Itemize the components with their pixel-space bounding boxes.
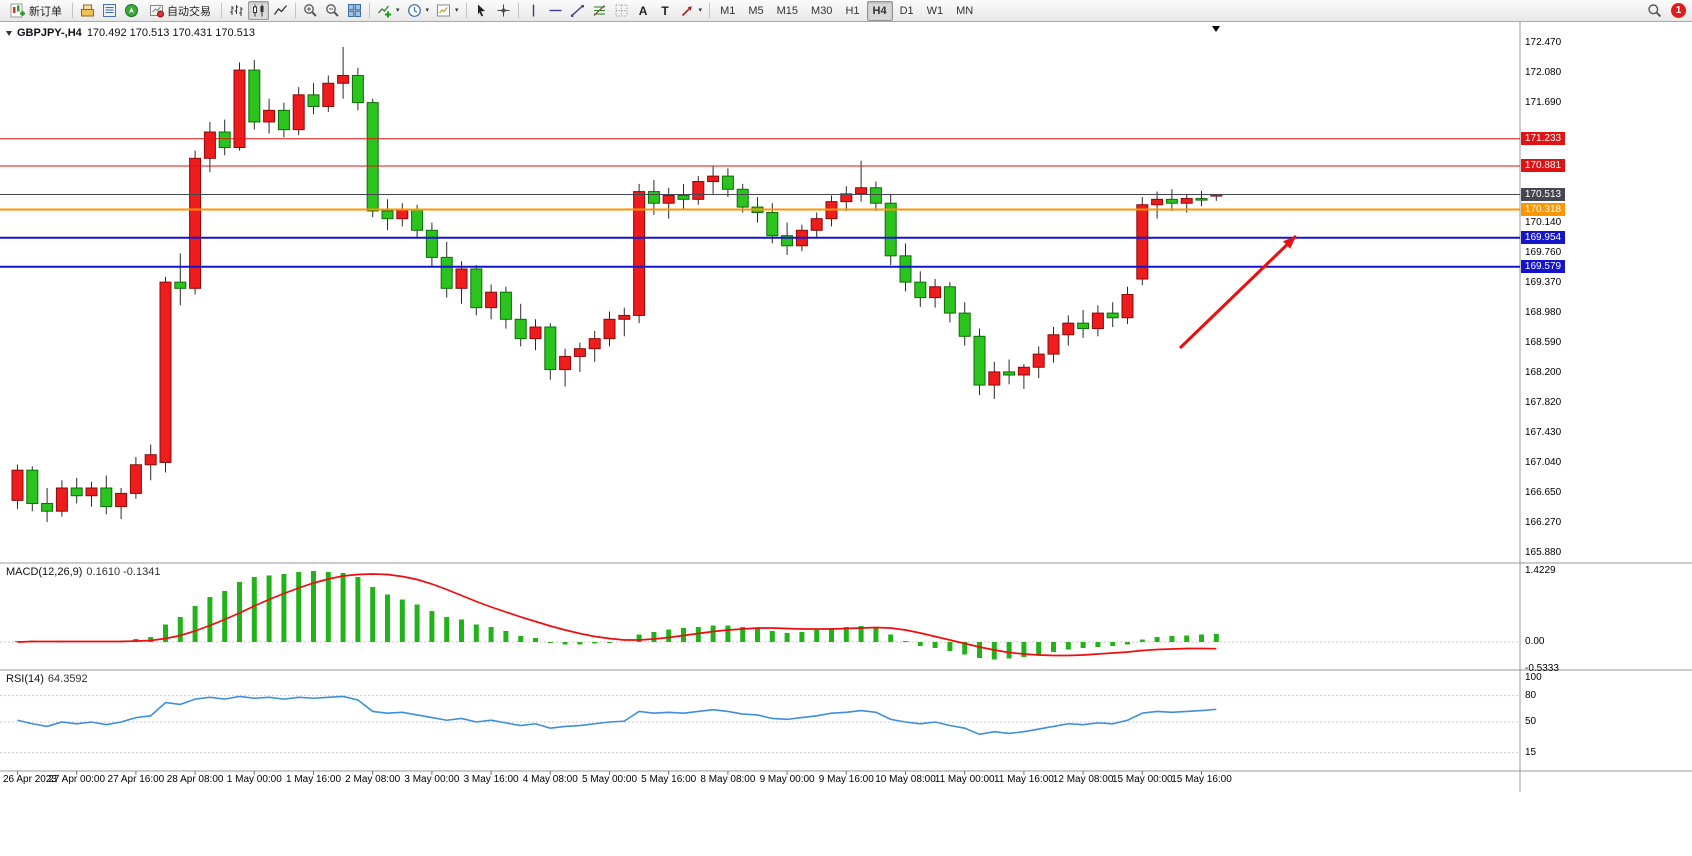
- shapes-dropdown-button[interactable]: ▾: [677, 1, 706, 20]
- text-tool-icon: A: [638, 3, 648, 18]
- cursor-button[interactable]: [471, 1, 492, 20]
- navigator-button[interactable]: [121, 1, 142, 20]
- candlestick-chart-button[interactable]: [248, 1, 269, 20]
- toolbar-separator: [465, 3, 467, 18]
- timeframe-m15[interactable]: M15: [776, 4, 799, 17]
- trend-arrow-annotation[interactable]: [1178, 234, 1298, 350]
- timeframe-d1[interactable]: D1: [899, 4, 914, 17]
- label-tool-button[interactable]: T: [655, 1, 676, 20]
- trendline-icon: [570, 5, 584, 17]
- templates-button[interactable]: ▾: [433, 1, 462, 20]
- rsi-value: 64.3592: [47, 673, 88, 685]
- label-tool-icon: T: [661, 3, 669, 18]
- macd-layer: [15, 571, 1219, 660]
- toolbar-separator: [72, 3, 73, 18]
- timeframe-h4[interactable]: H4: [866, 0, 893, 21]
- grid-button[interactable]: [611, 1, 632, 20]
- timeframe-w1[interactable]: W1: [926, 4, 944, 17]
- new-order-button[interactable]: 新订单: [4, 1, 68, 20]
- horizontal-line-button[interactable]: [545, 1, 566, 20]
- chart-area[interactable]: 172.470 172.080 171.690 170.140 169.760 169.3…: [0, 22, 1692, 856]
- zoom-out-button[interactable]: [322, 1, 343, 20]
- indicators-icon: [378, 5, 391, 18]
- crosshair-button[interactable]: [493, 1, 514, 20]
- timeframe-m30[interactable]: M30: [811, 4, 833, 17]
- vertical-line-icon: [532, 4, 534, 17]
- vertical-line-button[interactable]: [523, 1, 544, 20]
- periods-button[interactable]: ▾: [404, 1, 433, 20]
- rsi-layer: [17, 695, 1217, 736]
- indicators-button[interactable]: ▾: [374, 1, 403, 20]
- toolbar-separator: [709, 3, 711, 18]
- data-window-icon: [103, 4, 116, 17]
- toolbar-separator: [369, 3, 370, 18]
- rsi-indicator-label: RSI(14) 64.3592: [6, 673, 88, 685]
- toolbar-separator: [517, 3, 519, 18]
- chevron-down-icon: ▾: [455, 7, 459, 14]
- chevron-down-icon: ▾: [698, 7, 703, 14]
- timeframe-m1[interactable]: M1: [720, 4, 736, 17]
- timeframe-h1[interactable]: H1: [845, 4, 860, 17]
- macd-values: 0.1610 -0.1341: [86, 566, 161, 578]
- search-icon: [1648, 4, 1662, 18]
- market-watch-icon: [81, 4, 94, 17]
- toolbar-separator: [221, 3, 222, 18]
- horizontal-line-icon: [549, 9, 562, 12]
- timeframe-group: M1 M5 M15 M30 H1 H4 D1 W1 MN: [714, 0, 979, 21]
- grid-icon: [615, 4, 628, 17]
- price-lines-layer: [0, 138, 1520, 268]
- macd-indicator-label: MACD(12,26,9) 0.1610 -0.1341: [6, 566, 160, 578]
- chart-title: GBPJPY-,H4 170.492 170.513 170.431 170.5…: [6, 27, 255, 39]
- new-order-icon: [10, 3, 25, 18]
- templates-icon: [437, 4, 451, 17]
- auto-trading-label: 自动交易: [167, 5, 211, 18]
- crosshair-icon: [497, 4, 510, 17]
- indicator-levels: [0, 641, 1520, 754]
- macd-name: MACD(12,26,9): [6, 566, 83, 578]
- chart-shift-marker-icon[interactable]: [1212, 26, 1220, 32]
- chart-frame: [0, 22, 1692, 792]
- line-chart-button[interactable]: [270, 1, 291, 20]
- search-button[interactable]: [1644, 1, 1665, 20]
- auto-trading-button[interactable]: 自动交易: [143, 1, 217, 20]
- fibonacci-button[interactable]: [589, 1, 610, 20]
- rsi-name: RSI(14): [6, 673, 44, 685]
- tile-windows-icon: [348, 4, 361, 17]
- bar-chart-icon: [230, 5, 243, 16]
- candles-layer: [11, 46, 1223, 523]
- zoom-out-icon: [326, 4, 339, 17]
- zoom-in-button[interactable]: [300, 1, 321, 20]
- market-watch-button[interactable]: [77, 1, 98, 20]
- bar-chart-button[interactable]: [226, 1, 247, 20]
- chevron-down-icon: ▾: [396, 7, 400, 14]
- auto-trading-icon: [150, 5, 164, 18]
- fibonacci-icon: [593, 5, 605, 16]
- navigator-icon: [125, 4, 138, 17]
- cursor-icon: [477, 4, 485, 17]
- clock-icon: [407, 4, 421, 17]
- chart-canvas[interactable]: [0, 22, 1692, 856]
- notification-badge[interactable]: 1: [1671, 3, 1686, 18]
- symbol-caret-icon[interactable]: [6, 30, 12, 36]
- ohlc-values: 170.492 170.513 170.431 170.513: [86, 27, 256, 39]
- timeframe-mn[interactable]: MN: [956, 4, 974, 17]
- toolbar: 新订单 自动交易 ▾ ▾ ▾ A T ▾ M1 M5 M15 M30 H1 H4 D1 W1 M…: [0, 0, 1692, 22]
- new-order-label: 新订单: [29, 5, 62, 18]
- candlestick-chart-icon: [253, 4, 264, 17]
- data-window-button[interactable]: [99, 1, 120, 20]
- trendline-button[interactable]: [567, 1, 588, 20]
- toolbar-separator: [295, 3, 296, 18]
- arrow-shape-icon: [681, 6, 692, 17]
- text-tool-button[interactable]: A: [633, 1, 654, 20]
- zoom-in-icon: [304, 4, 317, 17]
- chevron-down-icon: ▾: [425, 7, 430, 14]
- line-chart-icon: [273, 5, 287, 15]
- tile-windows-button[interactable]: [344, 1, 365, 20]
- symbol-name: GBPJPY-,H4: [17, 27, 82, 39]
- timeframe-m5[interactable]: M5: [748, 4, 764, 17]
